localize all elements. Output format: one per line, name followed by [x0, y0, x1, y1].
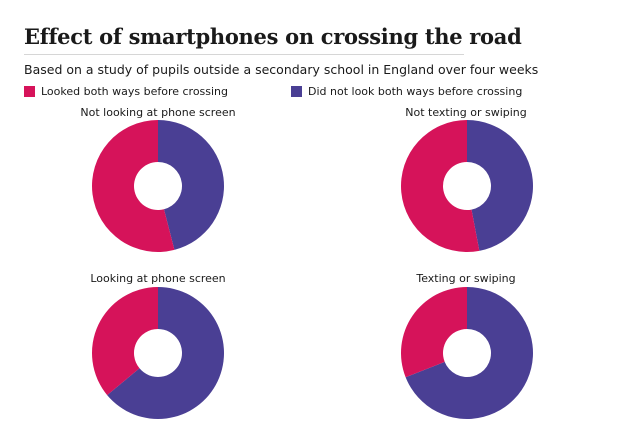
legend-label-not-looked: Did not look both ways before crossing — [308, 84, 523, 98]
donut-slice-not-looking-looked — [92, 120, 175, 252]
panel-title-not-texting: Not texting or swiping — [405, 106, 527, 119]
donut-slice-not-texting-looked — [401, 120, 480, 252]
legend-item-looked: Looked both ways before crossing — [24, 84, 228, 98]
legend-item-not-looked: Did not look both ways before crossing — [291, 84, 522, 98]
panel-title-texting: Texting or swiping — [416, 272, 516, 285]
donut-slice-not-looking-not-looked — [158, 120, 225, 250]
legend-swatch-looked — [24, 85, 35, 97]
title-divider — [24, 54, 464, 55]
donut-slice-looking-not-looked — [107, 287, 224, 420]
donut-slice-looking-looked — [92, 287, 158, 396]
donut-slice-texting-not-looked — [405, 287, 533, 420]
legend-swatch-not-looked — [291, 85, 302, 97]
chart-title: Effect of smartphones on crossing the ro… — [24, 24, 522, 49]
panel-title-not-looking: Not looking at phone screen — [80, 106, 236, 119]
chart-subtitle: Based on a study of pupils outside a sec… — [24, 62, 539, 77]
donut-slice-texting-looked — [401, 287, 467, 378]
donut-slice-not-texting-not-looked — [467, 120, 533, 251]
panel-title-looking: Looking at phone screen — [90, 272, 226, 285]
legend-label-looked: Looked both ways before crossing — [41, 84, 229, 98]
